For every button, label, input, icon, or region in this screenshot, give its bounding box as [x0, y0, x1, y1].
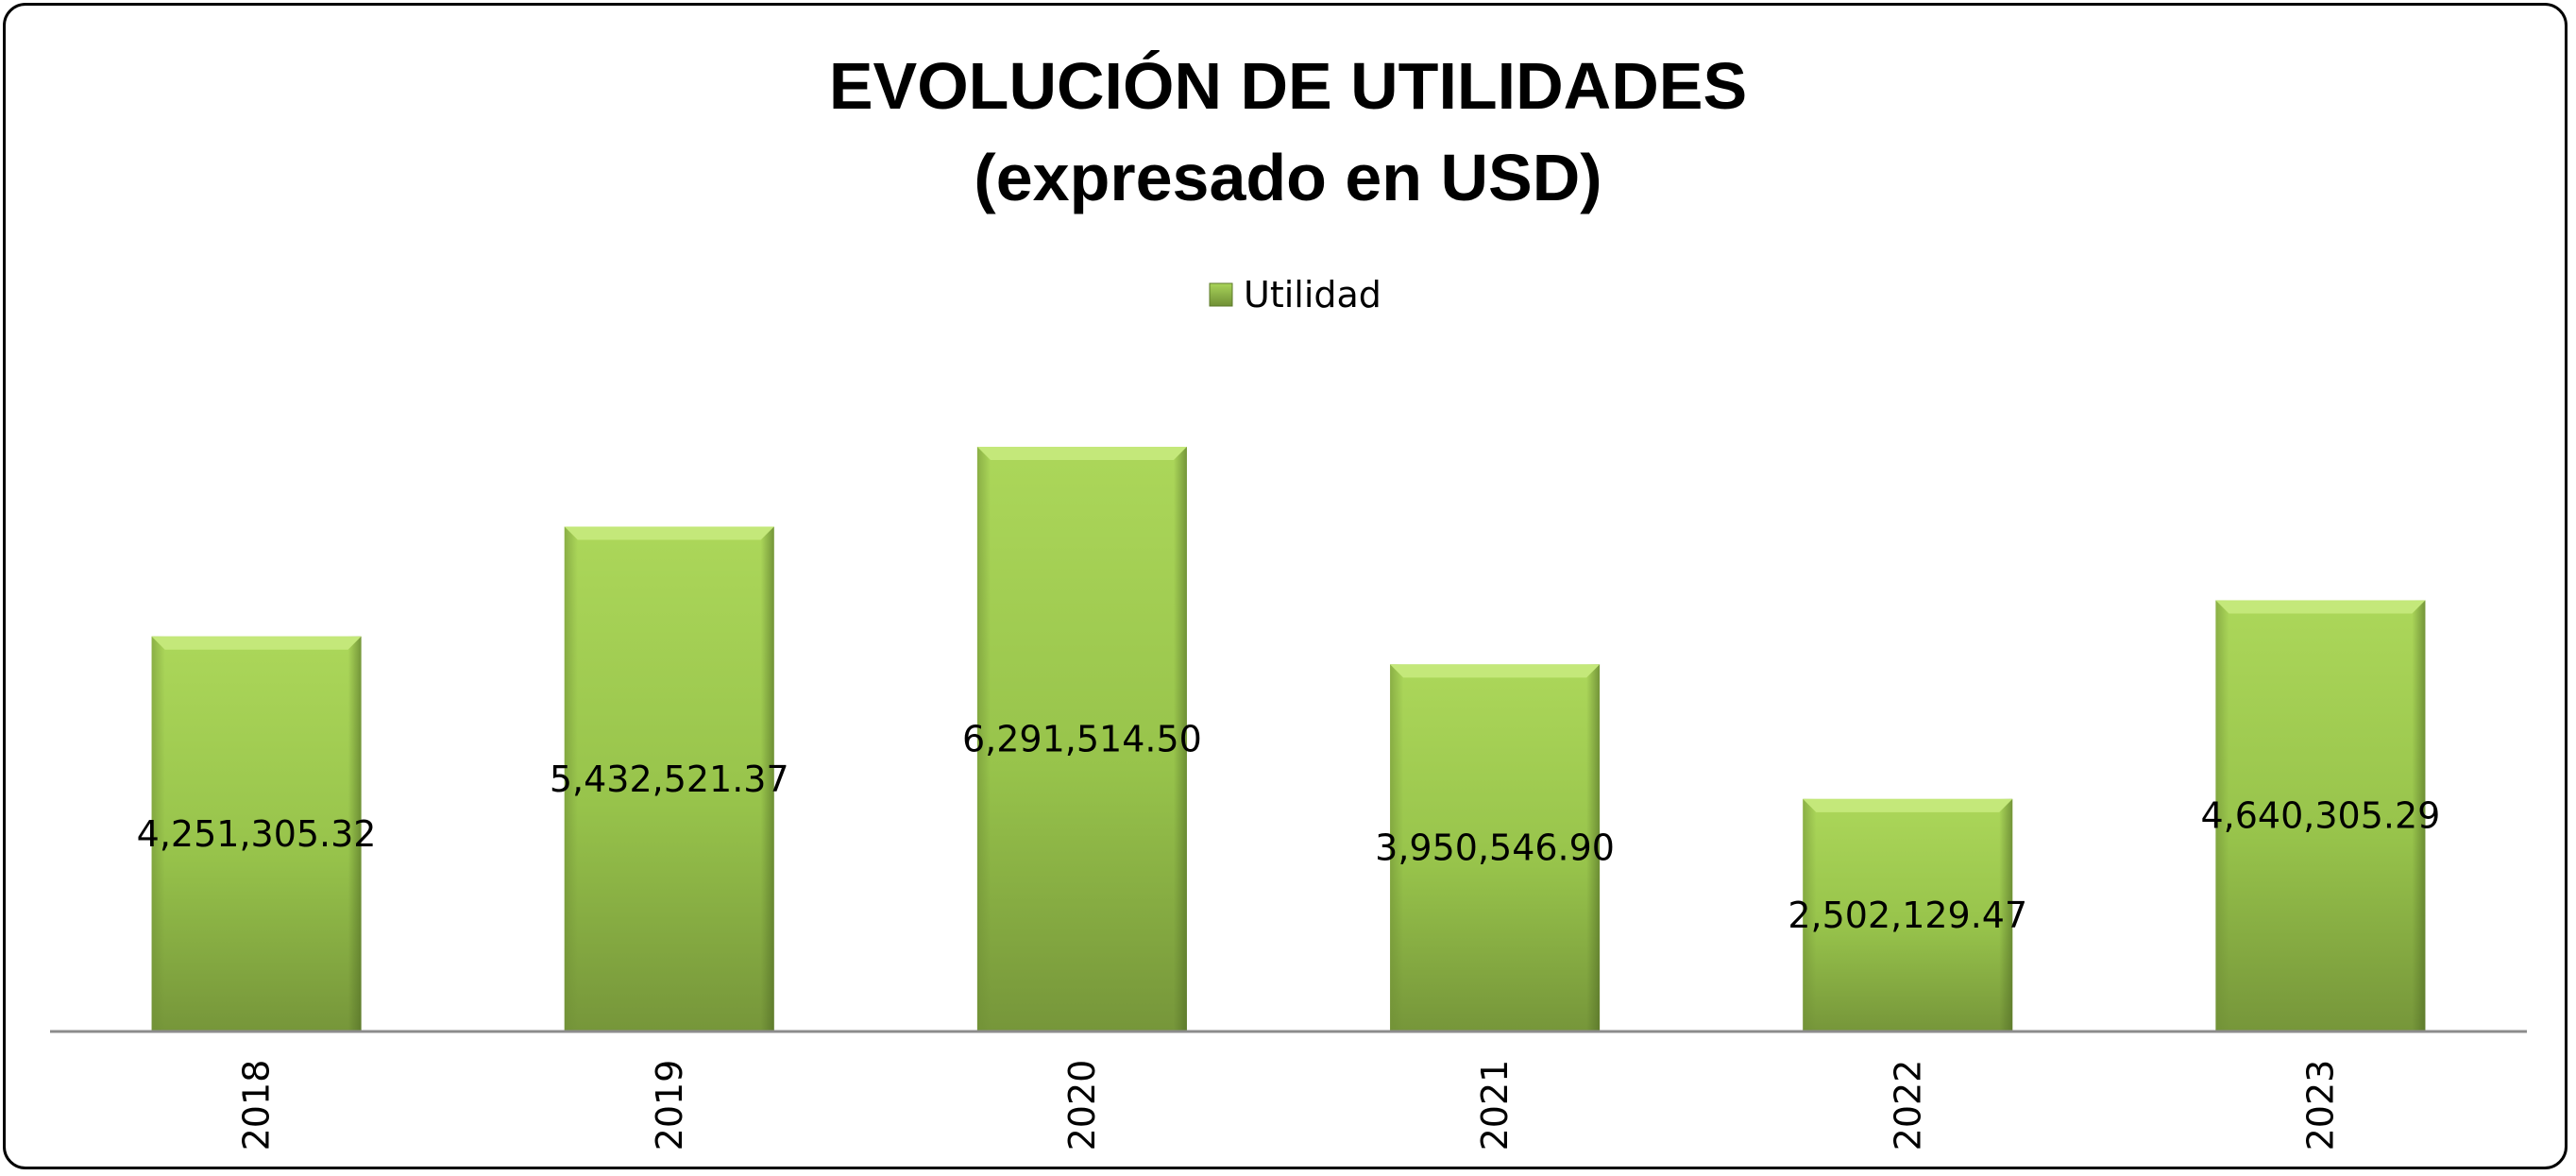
bar-body-2023: [2215, 600, 2426, 1031]
bar-bevel-right-2021: [1586, 664, 1601, 1031]
bar-body-2020: [976, 447, 1187, 1031]
bar-2018: [151, 636, 362, 1031]
bar-bevel-top-2021: [1390, 664, 1601, 678]
bar-bevel-right-2018: [347, 636, 362, 1031]
data-label-2020: 6,291,514.50: [962, 719, 1202, 760]
bar-bevel-right-2020: [1173, 447, 1187, 1031]
bar-2020: [976, 447, 1187, 1031]
bar-2022: [1803, 798, 2013, 1031]
bar-body-2018: [151, 636, 362, 1031]
bar-bevel-left-2021: [1390, 664, 1404, 1031]
bar-2019: [564, 526, 774, 1031]
bar-2021: [1390, 664, 1601, 1031]
chart-frame: [3, 3, 2568, 1169]
legend: Utilidad: [1209, 274, 1381, 315]
bar-bevel-top-2018: [151, 636, 362, 650]
bars-layer: [151, 447, 2426, 1031]
x-tick-label-2018: 2018: [236, 1060, 278, 1151]
data-label-2021: 3,950,546.90: [1375, 827, 1615, 869]
bar-bevel-left-2018: [151, 636, 165, 1031]
x-tick-label-2023: 2023: [2299, 1060, 2341, 1151]
bar-bevel-right-2019: [760, 526, 774, 1031]
bar-bevel-top-2020: [976, 447, 1187, 460]
bar-2023: [2215, 600, 2426, 1031]
chart-subtitle: (expresado en USD): [974, 141, 1602, 214]
data-label-2022: 2,502,129.47: [1788, 895, 2027, 936]
bar-bevel-left-2023: [2215, 600, 2229, 1031]
data-label-2019: 5,432,521.37: [550, 758, 789, 800]
legend-swatch-utilidad: [1209, 282, 1233, 307]
data-label-2023: 4,640,305.29: [2201, 795, 2441, 837]
bar-body-2021: [1390, 664, 1601, 1031]
x-axis-tick-labels: 2018 2019 2020 2021 2022 2023: [236, 1060, 2342, 1151]
chart-title: EVOLUCIÓN DE UTILIDADES: [829, 49, 1747, 123]
x-tick-label-2019: 2019: [649, 1060, 690, 1151]
legend-label-utilidad: Utilidad: [1244, 274, 1381, 315]
bar-bevel-top-2022: [1803, 798, 2013, 812]
bar-bevel-right-2023: [2412, 600, 2426, 1031]
x-tick-label-2020: 2020: [1061, 1060, 1103, 1151]
bar-bevel-right-2022: [1999, 798, 2013, 1031]
bar-bevel-left-2019: [564, 526, 578, 1031]
bar-bevel-top-2019: [564, 526, 774, 540]
x-tick-label-2022: 2022: [1887, 1060, 1928, 1151]
data-label-2018: 4,251,305.32: [137, 813, 377, 855]
bar-body-2022: [1803, 798, 2013, 1031]
bar-bevel-top-2023: [2215, 600, 2426, 614]
bar-body-2019: [564, 526, 774, 1031]
bar-bevel-left-2020: [976, 447, 991, 1031]
bar-bevel-left-2022: [1803, 798, 1817, 1031]
data-labels-layer: 4,251,305.32 5,432,521.37 6,291,514.50 3,95…: [137, 719, 2441, 936]
x-tick-label-2021: 2021: [1474, 1060, 1516, 1151]
